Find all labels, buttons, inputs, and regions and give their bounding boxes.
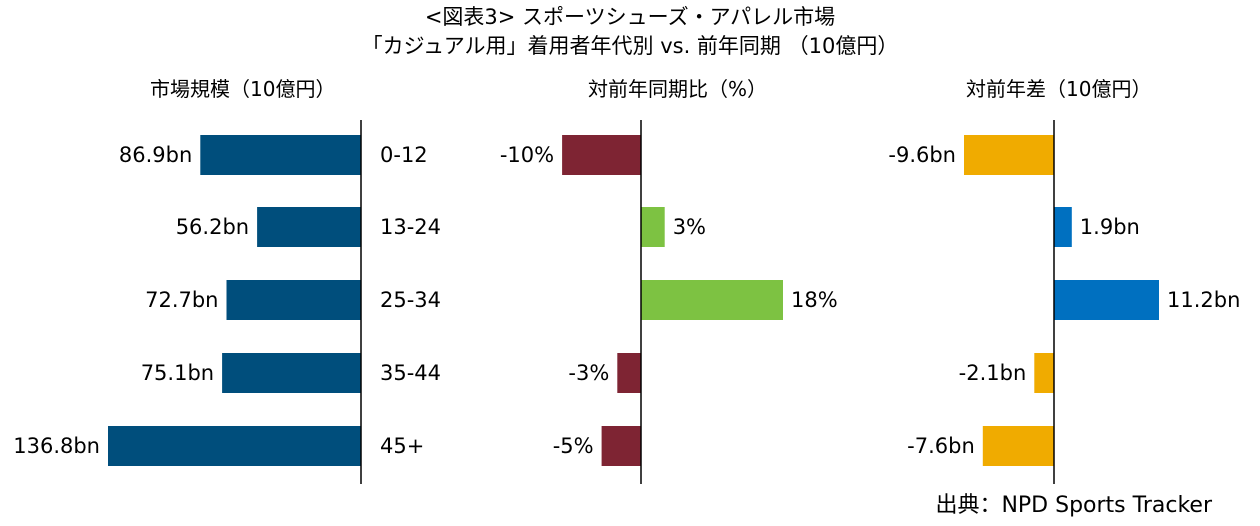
yoy-bar-35-44	[617, 353, 641, 393]
yoy-value-label-45+: -5%	[553, 434, 594, 458]
diff-value-label-25-34: 11.2bn	[1167, 288, 1240, 312]
market-bar-13-24	[257, 207, 361, 247]
yoy-bar-0-12	[562, 135, 641, 175]
market-bar-0-12	[200, 135, 361, 175]
category-label-25-34: 25-34	[380, 288, 441, 312]
category-label-35-44: 35-44	[380, 361, 441, 385]
market-value-label-35-44: 75.1bn	[141, 361, 214, 385]
source-note: 出典：NPD Sports Tracker	[935, 493, 1212, 518]
market-value-label-13-24: 56.2bn	[176, 215, 249, 239]
category-label-13-24: 13-24	[380, 215, 441, 239]
yoy-value-label-0-12: -10%	[500, 143, 554, 167]
category-label-45+: 45+	[380, 434, 424, 458]
yoy-value-label-35-44: -3%	[568, 361, 609, 385]
yoy-bar-25-34	[641, 280, 783, 320]
diff-bar-45+	[982, 426, 1055, 466]
diff-bar-25-34	[1054, 280, 1159, 320]
diff-value-label-45+: -7.6bn	[907, 434, 975, 458]
market-bar-45+	[108, 426, 361, 466]
market-value-label-25-34: 72.7bn	[145, 288, 218, 312]
diff-bar-0-12	[964, 135, 1054, 175]
panel-title-market-size: 市場規模（10億円）	[150, 77, 336, 101]
category-label-0-12: 0-12	[380, 143, 428, 167]
yoy-value-label-13-24: 3%	[673, 215, 706, 239]
market-bar-35-44	[222, 353, 361, 393]
diff-value-label-35-44: -2.1bn	[959, 361, 1027, 385]
chart-title-line2: 「カジュアル用」着用者年代別 vs. 前年同期 （10億円）	[361, 34, 899, 58]
diff-value-label-13-24: 1.9bn	[1080, 215, 1140, 239]
diff-bar-35-44	[1034, 353, 1054, 393]
market-value-label-45+: 136.8bn	[13, 434, 100, 458]
chart-title-line1: <図表3> スポーツシューズ・アパレル市場	[424, 5, 836, 29]
yoy-bar-13-24	[641, 207, 665, 247]
yoy-value-label-25-34: 18%	[791, 288, 838, 312]
panel-title-yoy-diff: 対前年差（10億円）	[966, 77, 1152, 101]
yoy-bar-45+	[601, 426, 641, 466]
market-value-label-0-12: 86.9bn	[119, 143, 192, 167]
diff-value-label-0-12: -9.6bn	[888, 143, 956, 167]
market-bar-25-34	[226, 280, 361, 320]
diff-bar-13-24	[1054, 207, 1072, 247]
panel-title-yoy-ratio: 対前年同期比（%）	[588, 77, 768, 101]
